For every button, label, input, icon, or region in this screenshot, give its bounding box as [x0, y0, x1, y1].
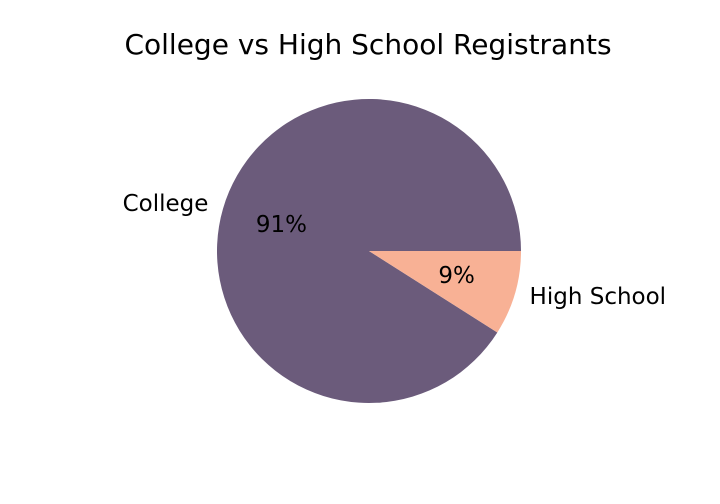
pie-slice-high-school	[369, 251, 521, 333]
pie-slices	[217, 99, 521, 404]
pie-slice-college	[217, 99, 521, 404]
slice-label-high-school: High School	[530, 284, 667, 310]
chart-title: College vs High School Registrants	[124, 28, 611, 61]
percent-label-college: 91%	[256, 212, 307, 238]
pie-labels: College 91% High School 9%	[123, 191, 666, 310]
slice-label-college: College	[123, 191, 209, 217]
percent-label-high-school: 9%	[438, 263, 475, 289]
